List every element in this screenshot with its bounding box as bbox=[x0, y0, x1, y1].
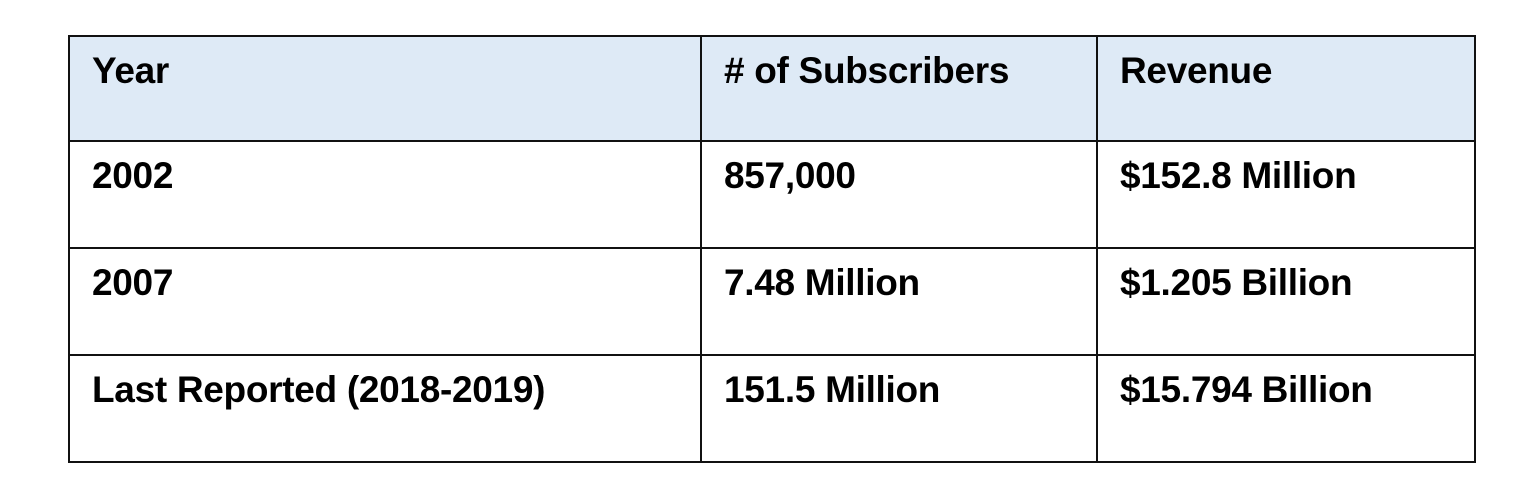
cell-year: 2007 bbox=[68, 247, 702, 356]
cell-revenue: $1.205 Billion bbox=[1096, 247, 1476, 356]
table-row: Last Reported (2018-2019) 151.5 Million … bbox=[68, 354, 1476, 463]
cell-revenue: $152.8 Million bbox=[1096, 140, 1476, 249]
header-subscribers: # of Subscribers bbox=[700, 35, 1098, 142]
table-header: Year # of Subscribers Revenue bbox=[68, 35, 1476, 142]
header-year: Year bbox=[68, 35, 702, 142]
table-row: 2002 857,000 $152.8 Million bbox=[68, 140, 1476, 249]
table-body: 2002 857,000 $152.8 Million 2007 7.48 Mi… bbox=[68, 140, 1476, 463]
cell-subscribers: 7.48 Million bbox=[700, 247, 1098, 356]
header-revenue: Revenue bbox=[1096, 35, 1476, 142]
cell-subscribers: 857,000 bbox=[700, 140, 1098, 249]
cell-year: 2002 bbox=[68, 140, 702, 249]
data-table: Year # of Subscribers Revenue 2002 857,0… bbox=[68, 35, 1476, 463]
cell-year: Last Reported (2018-2019) bbox=[68, 354, 702, 463]
header-row: Year # of Subscribers Revenue bbox=[68, 35, 1476, 142]
table-row: 2007 7.48 Million $1.205 Billion bbox=[68, 247, 1476, 356]
cell-revenue: $15.794 Billion bbox=[1096, 354, 1476, 463]
cell-subscribers: 151.5 Million bbox=[700, 354, 1098, 463]
